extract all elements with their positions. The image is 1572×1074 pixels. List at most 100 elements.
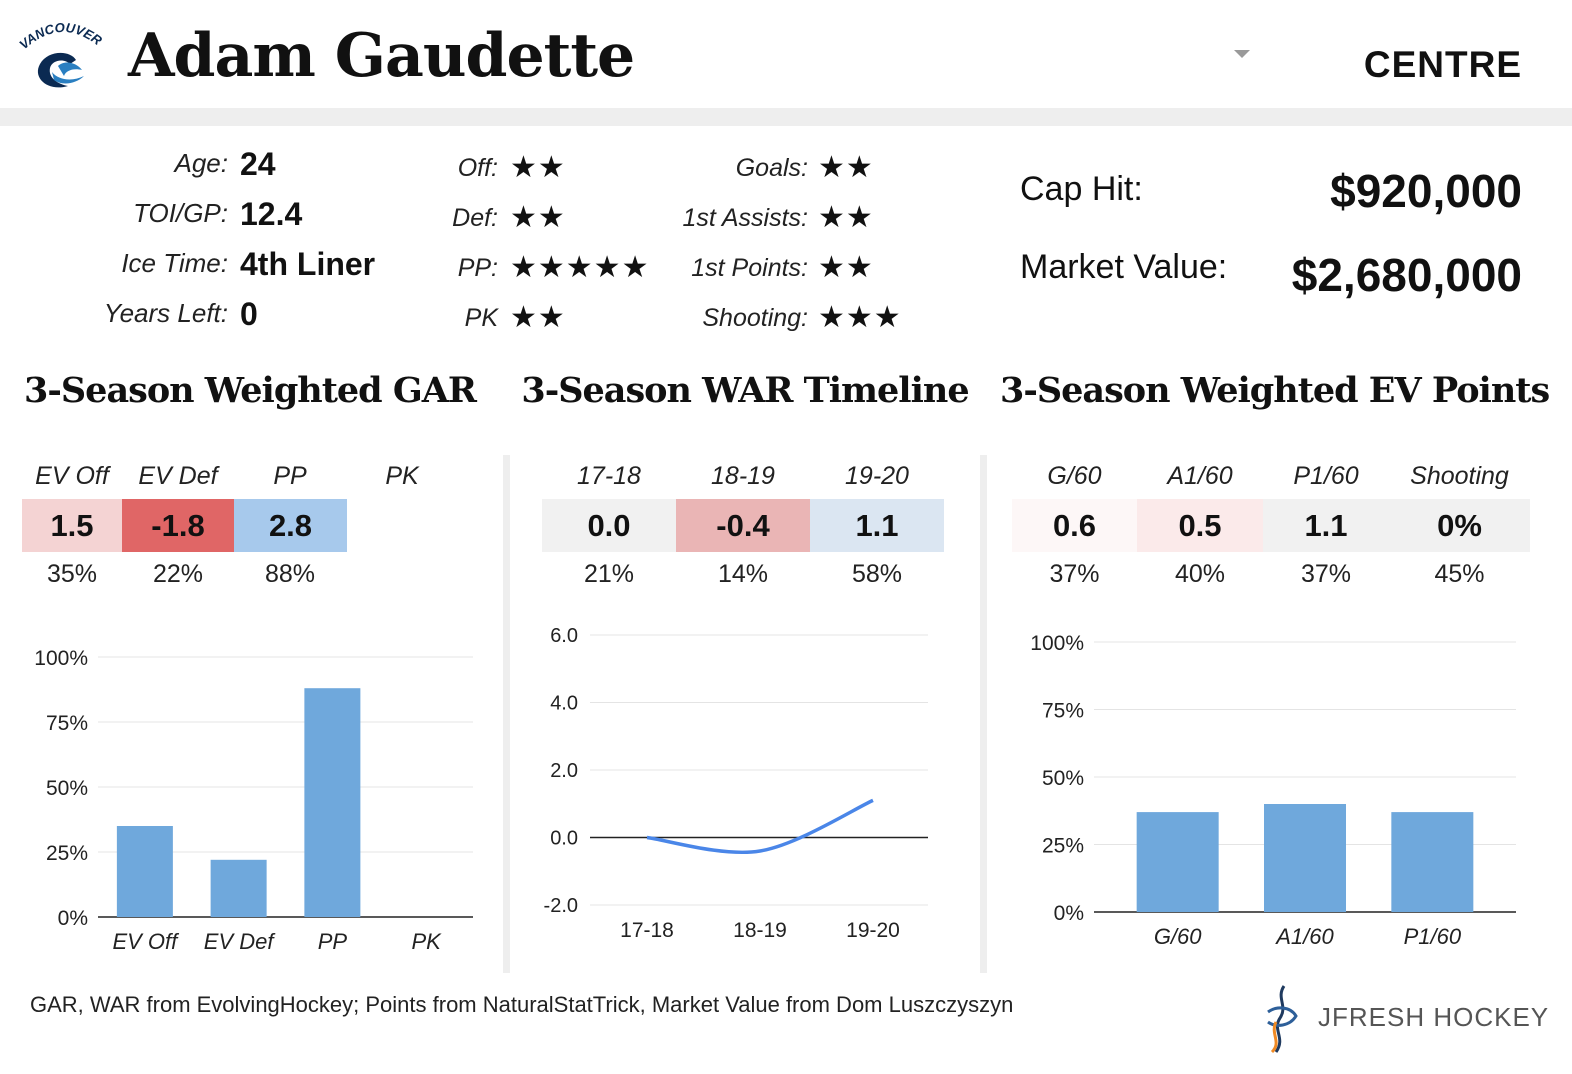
war-percentile: 21%: [583, 560, 635, 588]
ev-header: P1/60: [1293, 462, 1359, 490]
x-tick-label: G/60: [1154, 924, 1202, 949]
player-info: Age: 24 TOI/GP: 12.4 Ice Time: 4th Liner…: [60, 146, 420, 346]
y-tick-label: 25%: [46, 842, 88, 865]
ev-value-cell: 0.5: [1137, 499, 1263, 552]
canucks-logo: VANCOUVER: [18, 20, 104, 88]
war-section-title: 3-Season WAR Timeline: [521, 370, 969, 411]
chevron-down-icon[interactable]: [1234, 50, 1250, 58]
ice-time-value: 4th Liner: [240, 246, 376, 282]
gar-bar-chart: 0% 25% 50% 75% 100% EV Off EV Def PP PK: [34, 647, 473, 954]
y-tick-label: 75%: [46, 712, 88, 735]
pp-label: PP:: [457, 254, 498, 282]
first-assists-label: 1st Assists:: [682, 204, 809, 232]
ev-value-cell: 0%: [1389, 499, 1530, 552]
gar-section-title: 3-Season Weighted GAR: [24, 370, 477, 411]
gar-value-cell: 1.5: [22, 499, 122, 552]
ev-percentile: 45%: [1434, 560, 1485, 588]
ev-percentile: 37%: [1300, 560, 1352, 588]
gar-header: EV Def: [138, 462, 218, 490]
gar-header: PK: [385, 462, 419, 490]
goals-stars: ★★: [818, 151, 874, 184]
y-tick-label: -2.0: [544, 895, 578, 917]
ev-value-cell: 0.6: [1012, 499, 1137, 552]
header-divider: [0, 108, 1572, 126]
gar-percentile: 88%: [264, 560, 316, 588]
age-value: 24: [240, 146, 276, 182]
gar-percentile: 35%: [46, 560, 98, 588]
section-divider-1: [503, 455, 510, 973]
goals-label: Goals:: [735, 154, 808, 182]
age-label: Age:: [174, 148, 229, 178]
bar: [1264, 804, 1346, 912]
war-header: 19-20: [845, 462, 909, 490]
bar: [210, 859, 267, 917]
ice-time-label: Ice Time:: [121, 248, 228, 278]
years-left-label: Years Left:: [103, 298, 228, 328]
x-tick-label: EV Def: [204, 929, 277, 954]
gar-header: PP: [273, 462, 307, 490]
war-percentile: 14%: [717, 560, 769, 588]
war-header: 18-19: [711, 462, 775, 490]
ev-header: Shooting: [1410, 462, 1509, 490]
gar-value-cell: -1.8: [122, 499, 234, 552]
pp-stars: ★★★★★: [510, 251, 650, 284]
ratings-left: Off: ★★ Def: ★★ PP: ★★★★★ PK ★★: [400, 150, 660, 350]
market-value-label: Market Value:: [1020, 248, 1228, 286]
def-label: Def:: [452, 204, 498, 232]
gar-header: EV Off: [35, 462, 109, 490]
cap-hit-label: Cap Hit:: [1020, 170, 1143, 208]
war-value-cell: -0.4: [676, 499, 810, 552]
x-tick-label: A1/60: [1274, 924, 1334, 949]
gar-value-cell: [347, 499, 459, 552]
def-stars: ★★: [510, 201, 566, 234]
bar: [1136, 812, 1219, 912]
y-tick-label: 50%: [1042, 767, 1084, 790]
market-value-value: $2,680,000: [1291, 249, 1522, 301]
y-tick-label: 0%: [58, 907, 88, 930]
data-source-note: GAR, WAR from EvolvingHockey; Points fro…: [30, 992, 1014, 1017]
jfresh-logo-icon: [1267, 985, 1298, 1054]
war-percentile: 58%: [851, 560, 903, 588]
gar-value-cell: 2.8: [234, 499, 347, 552]
bar: [304, 688, 361, 917]
x-tick-label: P1/60: [1404, 924, 1462, 949]
bar: [116, 826, 173, 917]
ev-percentile: 37%: [1049, 560, 1100, 588]
y-tick-label: 0.0: [550, 828, 578, 850]
pk-stars: ★★: [510, 301, 566, 334]
x-tick-label: 17-18: [620, 919, 674, 942]
y-tick-label: 25%: [1042, 835, 1084, 858]
ev-header: A1/60: [1167, 462, 1233, 490]
ev-header: G/60: [1047, 462, 1102, 490]
cap-hit-value: $920,000: [1330, 165, 1522, 217]
first-assists-stars: ★★: [818, 201, 874, 234]
y-tick-label: 0%: [1054, 902, 1084, 925]
ev-section-title: 3-Season Weighted EV Points: [1000, 370, 1550, 411]
gar-stat-table: EV Off EV Def PP PK 1.5 -1.8 2.8 35% 22%…: [22, 462, 462, 592]
ratings-right: Goals: ★★ 1st Assists: ★★ 1st Points: ★★…: [660, 150, 920, 350]
war-stat-table: 17-18 18-19 19-20 0.0 -0.4 1.1 21% 14% 5…: [542, 462, 944, 592]
x-tick-label: PK: [411, 929, 442, 954]
war-header: 17-18: [577, 462, 641, 490]
y-tick-label: 6.0: [550, 625, 578, 647]
gar-percentile: 22%: [152, 560, 204, 588]
war-value-cell: 0.0: [542, 499, 676, 552]
y-tick-label: 100%: [34, 647, 88, 670]
first-points-stars: ★★: [818, 251, 874, 284]
y-tick-label: 75%: [1042, 700, 1084, 723]
player-position: CENTRE: [1363, 44, 1522, 85]
y-tick-label: 50%: [46, 777, 88, 800]
x-tick-label: EV Off: [112, 929, 180, 954]
shooting-stars: ★★★: [818, 301, 902, 334]
x-tick-label: PP: [318, 929, 348, 954]
shooting-label: Shooting:: [702, 304, 808, 332]
player-name: Adam Gaudette: [128, 21, 635, 91]
brand-name: JFRESH HOCKEY: [1318, 1002, 1550, 1032]
y-tick-label: 2.0: [550, 760, 578, 782]
x-tick-label: 18-19: [733, 919, 787, 942]
logo-text: VANCOUVER: [18, 20, 104, 52]
ev-bar-chart: 0% 25% 50% 75% 100% G/60 A1/60 P1/60: [1030, 632, 1516, 949]
toi-value: 12.4: [240, 196, 303, 232]
ev-percentile: 40%: [1174, 560, 1226, 588]
svg-text:VANCOUVER: VANCOUVER: [18, 20, 104, 52]
